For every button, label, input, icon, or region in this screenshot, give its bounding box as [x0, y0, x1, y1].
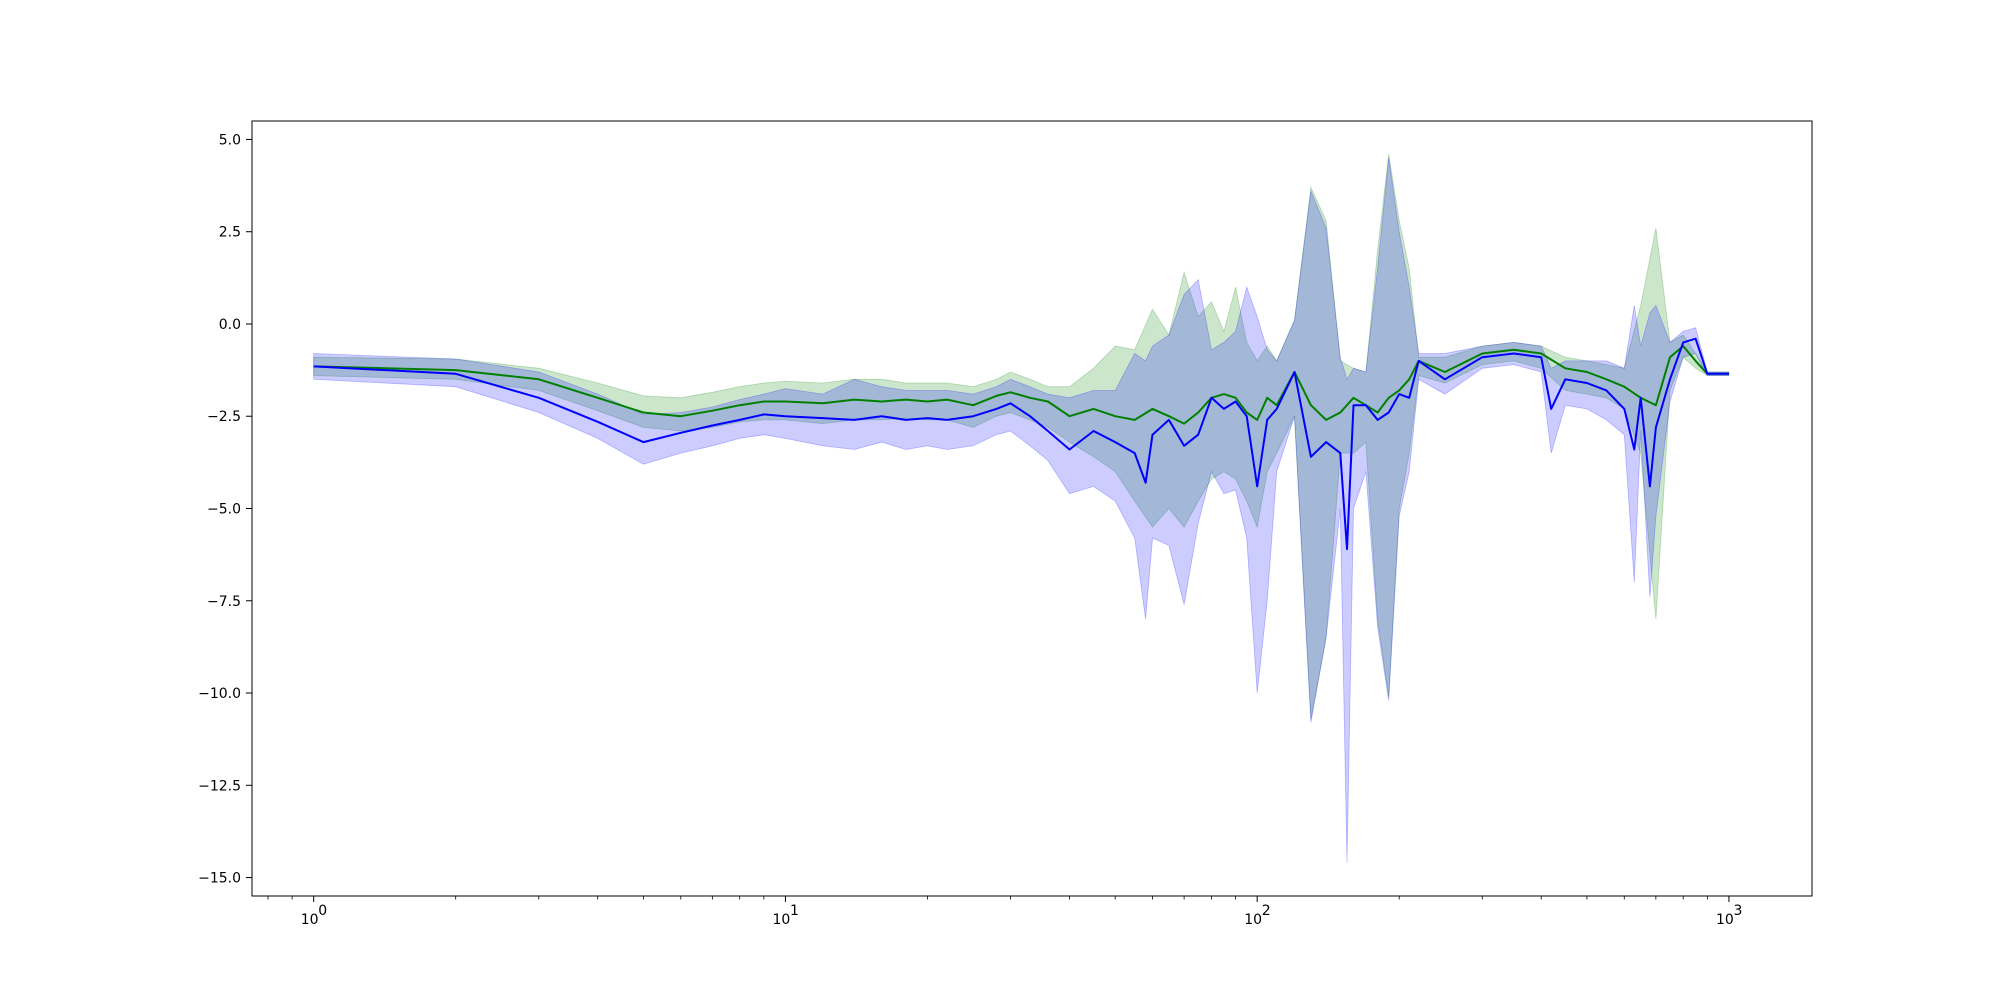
plot-frame — [251, 120, 1813, 897]
x-tick-label: 10 — [1244, 912, 1262, 928]
series-lines — [313, 337, 1729, 551]
y-tick-label: −10.0 — [198, 686, 241, 702]
y-tick-label: 5.0 — [219, 132, 241, 148]
y-axis: 5.0 2.5 0.0 −2.5 −5.0 −7.5 −10.0 −12.5 −15.0 — [198, 132, 252, 887]
y-tick-label: −2.5 — [207, 409, 241, 425]
x-tick-exponent: 0 — [318, 903, 327, 919]
x-tick-exponent: 1 — [790, 903, 799, 919]
x-tick-label: 10 — [301, 912, 319, 928]
y-tick-label: −5.0 — [207, 502, 241, 518]
y-tick-label: 2.5 — [219, 225, 241, 241]
y-tick-label: 0.0 — [219, 317, 241, 333]
y-tick-label: −15.0 — [198, 871, 241, 887]
x-tick-label: 10 — [773, 912, 791, 928]
x-tick-exponent: 3 — [1733, 903, 1742, 919]
uncertainty-bands — [313, 154, 1730, 863]
series-1-band — [313, 157, 1730, 863]
x-tick-label: 10 — [1716, 912, 1734, 928]
y-tick-label: −7.5 — [207, 594, 241, 610]
series-1-line — [313, 337, 1729, 551]
y-tick-label: −12.5 — [198, 778, 241, 794]
x-tick-exponent: 2 — [1262, 903, 1271, 919]
series-0-line — [313, 345, 1729, 425]
